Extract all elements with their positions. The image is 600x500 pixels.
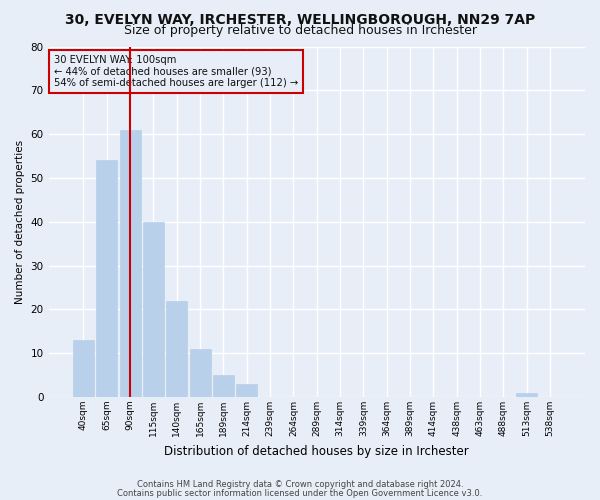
- Bar: [96, 160, 117, 397]
- Bar: [166, 300, 187, 397]
- Bar: [516, 392, 537, 397]
- Bar: [143, 222, 164, 397]
- Bar: [119, 130, 140, 397]
- Text: 30, EVELYN WAY, IRCHESTER, WELLINGBOROUGH, NN29 7AP: 30, EVELYN WAY, IRCHESTER, WELLINGBOROUG…: [65, 12, 535, 26]
- Bar: [190, 349, 211, 397]
- X-axis label: Distribution of detached houses by size in Irchester: Distribution of detached houses by size …: [164, 444, 469, 458]
- Text: 30 EVELYN WAY: 100sqm
← 44% of detached houses are smaller (93)
54% of semi-deta: 30 EVELYN WAY: 100sqm ← 44% of detached …: [54, 56, 298, 88]
- Text: Size of property relative to detached houses in Irchester: Size of property relative to detached ho…: [124, 24, 476, 37]
- Y-axis label: Number of detached properties: Number of detached properties: [15, 140, 25, 304]
- Text: Contains public sector information licensed under the Open Government Licence v3: Contains public sector information licen…: [118, 488, 482, 498]
- Text: Contains HM Land Registry data © Crown copyright and database right 2024.: Contains HM Land Registry data © Crown c…: [137, 480, 463, 489]
- Bar: [213, 375, 234, 397]
- Bar: [236, 384, 257, 397]
- Bar: [73, 340, 94, 397]
